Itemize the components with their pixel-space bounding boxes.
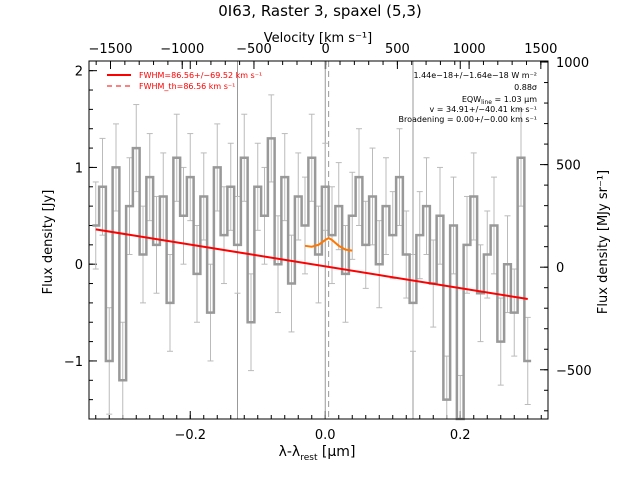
bottom-axis-label-unit: [μm] [317,444,355,460]
y-tick-label: −1 [64,355,83,370]
plot-area [92,94,532,421]
annotation-velocity: v = 34.91+/−40.41 km s⁻¹ [429,105,537,114]
left-axis-label: Flux density [Jy] [41,190,56,295]
legend-item-fwhm: FWHM=86.56+/−69.52 km s⁻¹ [139,71,262,80]
y2-tick-label: −500 [556,364,592,379]
axis-ticks: −0.2 0.0 0.2−1500 −1000 −500 0 500 1000 1500−101… [64,42,592,443]
x2-tick-label: 1500 [524,42,557,57]
annotation-eqw: EQWline = 1.03 μm [462,95,537,106]
annotation-eqw-sub: line [481,99,492,106]
annotation-eqw-value: = 1.03 μm [492,95,537,104]
x-tick-label: 0.2 [450,428,471,443]
x2-tick-label: −1500 [89,42,133,57]
x-tick-label: 0.0 [315,428,336,443]
bottom-axis-label: λ-λrest [μm] [279,444,356,463]
line-fit-curve [304,236,353,252]
y-tick-label: 2 [75,65,83,80]
continuum-fit-line [95,228,528,301]
bottom-axis-label-sub: rest [300,453,318,463]
fit-annotations: 1.44e−18+/−1.64e−18 W m⁻² 0.88σ EQWline … [399,71,538,124]
right-axis-label: Flux density [MJy sr⁻¹] [596,170,611,314]
x2-tick-label: 0 [322,42,330,57]
chart-title: 0I63, Raster 3, spaxel (5,3) [218,2,421,20]
annotation-sigma: 0.88σ [514,83,537,92]
annotation-flux: 1.44e−18+/−1.64e−18 W m⁻² [413,71,537,80]
annotation-broadening: Broadening = 0.00+/−0.00 km s⁻¹ [399,115,537,124]
legend: FWHM=86.56+/−69.52 km s⁻¹ FWHM_th=86.56 … [107,71,262,91]
y-tick-label: 0 [75,258,83,273]
spectrum-line [92,137,532,421]
x-tick-label: −0.2 [174,428,206,443]
legend-item-fwhm-th: FWHM_th=86.56 km s⁻¹ [139,82,235,91]
annotation-eqw-main: EQW [462,95,481,104]
y2-tick-label: 0 [556,261,564,276]
x2-tick-label: −500 [236,42,272,57]
x2-tick-label: 500 [385,42,410,57]
y-tick-label: 1 [75,161,83,176]
top-axis-label: Velocity [km s⁻¹] [264,31,372,46]
plot-frame [88,60,549,420]
x2-tick-label: −1000 [160,42,204,57]
bottom-axis-label-main: λ-λ [279,444,301,460]
y2-tick-label: 500 [556,159,581,174]
y2-tick-label: 1000 [556,56,589,71]
x2-tick-label: 1000 [453,42,486,57]
